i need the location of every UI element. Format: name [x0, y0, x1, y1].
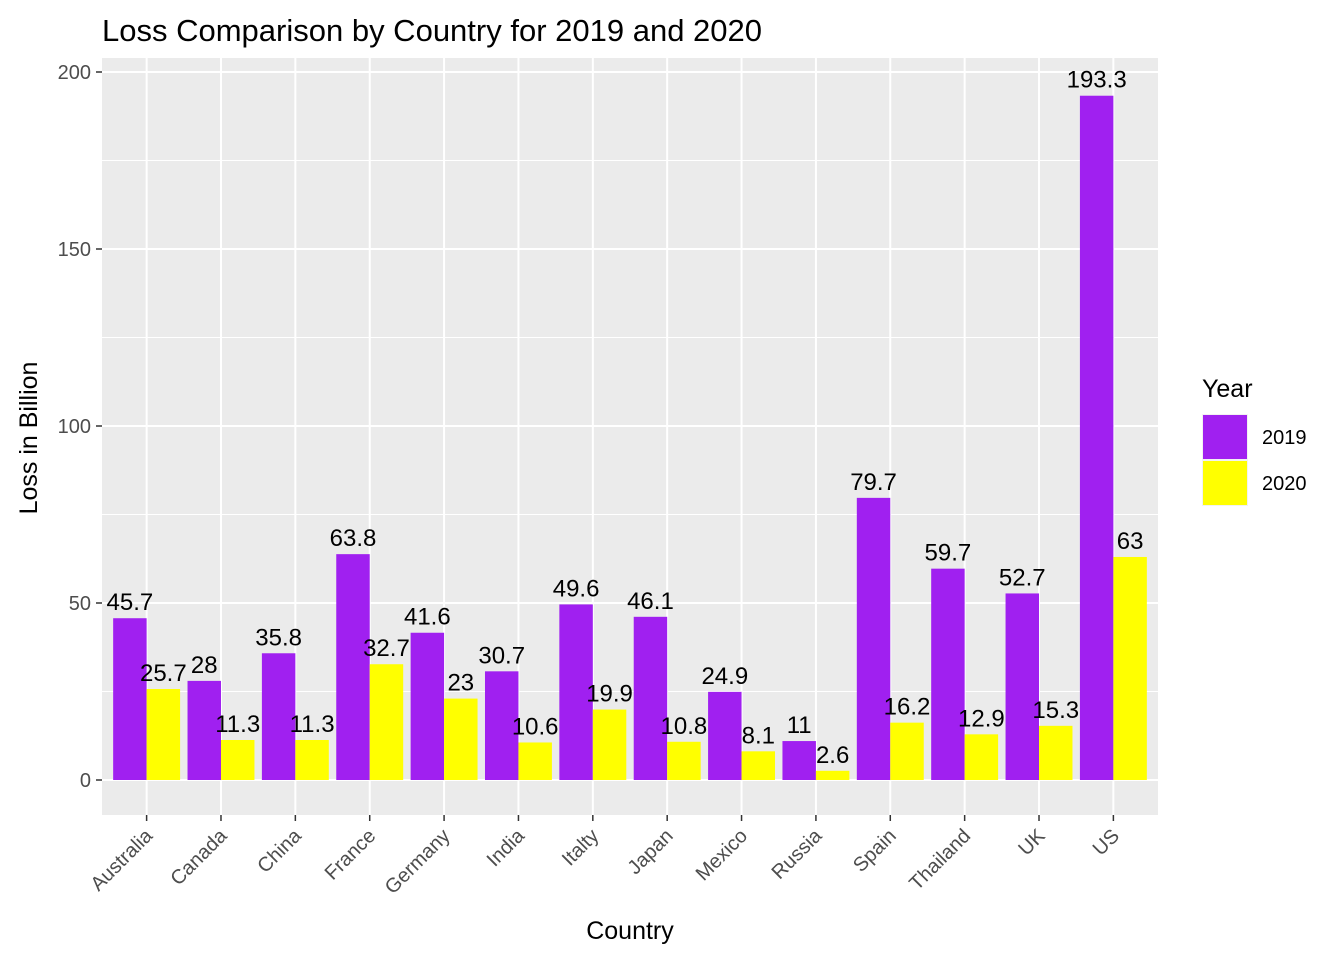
- bar-france-2020: [369, 664, 404, 780]
- x-tick-label-italty: Italty: [558, 825, 603, 870]
- bar-russia-2020: [815, 770, 850, 780]
- legend-label-2019: 2019: [1262, 427, 1307, 449]
- x-tick-label-japan: Japan: [624, 825, 678, 879]
- x-tick-label-australia: Australia: [87, 824, 158, 895]
- bar-france-2019: [336, 554, 370, 780]
- data-label-india-2020: 10.6: [512, 713, 559, 740]
- data-label-australia-2019: 45.7: [107, 589, 154, 616]
- data-label-thailand-2019: 59.7: [925, 540, 972, 567]
- y-tick-label: 200: [58, 62, 91, 84]
- bar-japan-2019: [633, 616, 668, 780]
- x-tick-label-india: India: [483, 824, 530, 871]
- bar-canada-2019: [187, 680, 221, 780]
- data-label-canada-2020: 11.3: [215, 711, 260, 738]
- data-label-thailand-2020: 12.9: [958, 705, 1005, 732]
- legend-title: Year: [1202, 375, 1253, 403]
- bar-canada-2020: [220, 739, 255, 780]
- x-tick-label-us: US: [1089, 825, 1124, 860]
- data-label-india-2019: 30.7: [478, 642, 525, 669]
- data-label-italty-2019: 49.6: [553, 575, 600, 602]
- x-tick-label-russia: Russia: [768, 824, 827, 883]
- y-tick-label: 50: [69, 593, 91, 615]
- bar-germany-2019: [410, 632, 445, 780]
- y-axis-title: Loss in Billion: [15, 362, 43, 515]
- data-label-us-2020: 63: [1117, 528, 1144, 555]
- bar-china-2020: [295, 739, 329, 780]
- data-label-italty-2020: 19.9: [586, 681, 633, 708]
- data-labels: 45.7 25.7 28 11.3 35.8 11.3 63.8 32.7 41.6 2330.7…: [107, 67, 1144, 769]
- data-label-china-2019: 35.8: [255, 624, 302, 651]
- x-axis: Australia Canada China France Germany India It…: [87, 815, 1124, 899]
- data-label-russia-2019: 11: [787, 712, 812, 739]
- data-label-canada-2019: 28: [191, 652, 218, 679]
- data-label-russia-2020: 2.6: [816, 742, 849, 769]
- x-axis-title: Country: [586, 917, 674, 945]
- data-label-china-2020: 11.3: [290, 711, 335, 738]
- data-label-uk-2019: 52.7: [999, 564, 1046, 591]
- x-tick-label-mexico: Mexico: [692, 825, 752, 885]
- y-tick-label: 150: [58, 239, 91, 261]
- y-tick-label: 0: [80, 770, 91, 792]
- bar-japan-2020: [667, 741, 701, 780]
- bar-italty-2019: [559, 604, 593, 780]
- data-label-france-2020: 32.7: [363, 635, 410, 662]
- bar-mexico-2020: [741, 751, 776, 780]
- x-tick-label-thailand: Thailand: [905, 825, 975, 895]
- data-label-germany-2020: 23: [447, 670, 474, 697]
- bar-india-2020: [518, 742, 552, 780]
- x-tick-label-canada: Canada: [166, 824, 232, 890]
- legend: Year 2019 2020: [1202, 375, 1307, 506]
- bar-italty-2020: [592, 709, 627, 780]
- bar-australia-2020: [146, 689, 181, 780]
- x-tick-label-germany: Germany: [381, 825, 455, 899]
- bar-uk-2019: [1005, 593, 1040, 780]
- bar-us-2019: [1079, 95, 1114, 780]
- bar-uk-2020: [1039, 725, 1073, 780]
- y-axis: 0 50 100 150 200: [58, 62, 102, 792]
- bar-spain-2019: [856, 497, 891, 780]
- bar-mexico-2019: [708, 691, 742, 780]
- x-tick-label-china: China: [253, 824, 306, 877]
- data-label-japan-2020: 10.8: [661, 713, 708, 740]
- data-label-france-2019: 63.8: [330, 525, 377, 552]
- data-label-germany-2019: 41.6: [404, 604, 451, 631]
- bar-india-2019: [484, 671, 519, 780]
- legend-swatch-2020: [1203, 461, 1247, 505]
- data-label-spain-2020: 16.2: [884, 694, 931, 721]
- data-label-mexico-2019: 24.9: [701, 663, 748, 690]
- data-label-mexico-2020: 8.1: [742, 722, 775, 749]
- bar-thailand-2019: [931, 568, 965, 780]
- data-label-japan-2019: 46.1: [627, 588, 674, 615]
- bar-thailand-2020: [964, 734, 999, 780]
- bar-germany-2020: [444, 698, 478, 780]
- data-label-us-2019: 193.3: [1067, 67, 1127, 94]
- data-label-australia-2020: 25.7: [140, 660, 187, 687]
- bar-spain-2020: [890, 722, 924, 780]
- data-label-uk-2020: 15.3: [1032, 697, 1079, 724]
- y-tick-label: 100: [58, 416, 91, 438]
- bar-us-2020: [1113, 556, 1147, 780]
- bar-china-2019: [261, 653, 296, 780]
- x-tick-label-uk: UK: [1014, 825, 1050, 861]
- legend-swatch-2019: [1203, 415, 1247, 459]
- chart-title: Loss Comparison by Country for 2019 and …: [102, 13, 762, 48]
- bar-australia-2019: [113, 618, 147, 780]
- bars: [113, 95, 1147, 780]
- x-tick-label-france: France: [321, 825, 381, 885]
- x-tick-label-spain: Spain: [849, 825, 901, 877]
- legend-label-2020: 2020: [1262, 473, 1307, 495]
- bar-russia-2019: [782, 741, 816, 780]
- data-label-spain-2019: 79.7: [850, 469, 897, 496]
